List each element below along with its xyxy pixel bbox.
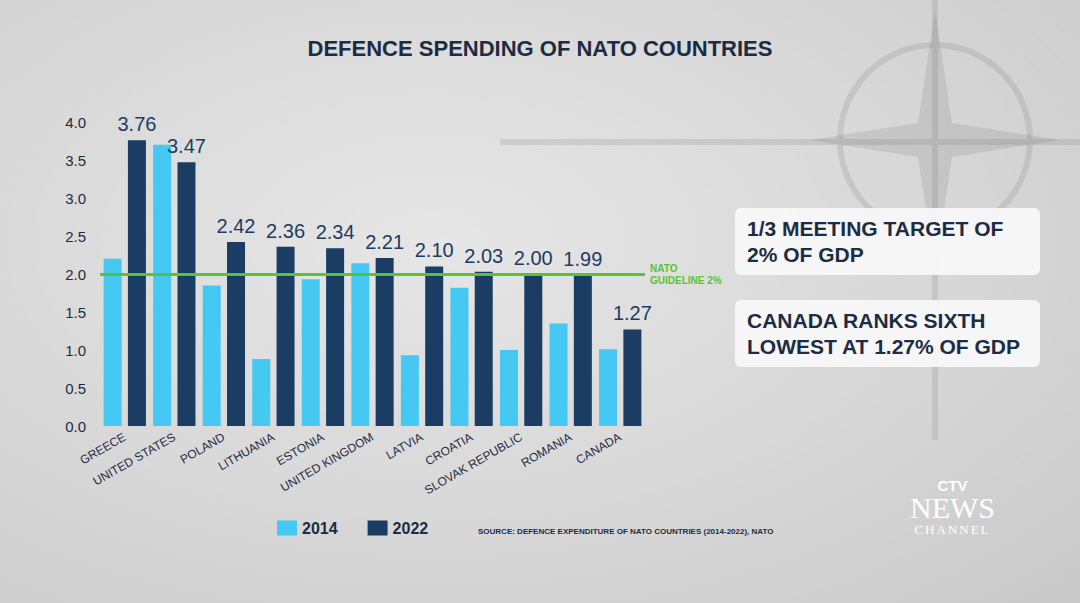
svg-text:ROMANIA: ROMANIA (519, 430, 574, 470)
html-text:CHANNEL: CHANNEL (914, 522, 991, 537)
svg-text:3.5: 3.5 (65, 152, 86, 169)
svg-text:LITHUANIA: LITHUANIA (216, 430, 277, 473)
svg-text:4.0: 4.0 (65, 114, 86, 131)
svg-text:2.5: 2.5 (65, 228, 86, 245)
svg-text:SOURCE: DEFENCE EXPENDITURE OF: SOURCE: DEFENCE EXPENDITURE OF NATO COUN… (478, 527, 773, 536)
svg-text:1.5: 1.5 (65, 304, 86, 321)
svg-text:1.0: 1.0 (65, 342, 86, 359)
svg-text:2.00: 2.00 (514, 247, 553, 269)
svg-text:2.21: 2.21 (365, 231, 404, 253)
svg-text:3.0: 3.0 (65, 190, 86, 207)
svg-text:2.0: 2.0 (65, 266, 86, 283)
svg-text:ESTONIA: ESTONIA (274, 429, 327, 469)
svg-text:LATVIA: LATVIA (384, 430, 426, 462)
svg-text:SLOVAK REPUBLIC: SLOVAK REPUBLIC (422, 430, 525, 497)
svg-text:2.34: 2.34 (316, 221, 355, 243)
html-text:1/3 MEETING TARGET OF 2% OF GD: 1/3 MEETING TARGET OF 2% OF GDP (747, 217, 1004, 266)
svg-text:UNITED KINGDOM: UNITED KINGDOM (278, 430, 376, 495)
html-text:CANADA RANKS SIXTH LOWEST AT 1: CANADA RANKS SIXTH LOWEST AT 1.27% OF GD… (747, 309, 1020, 358)
svg-text:0.5: 0.5 (65, 380, 86, 397)
svg-text:3.47: 3.47 (167, 135, 206, 157)
svg-text:1.27: 1.27 (613, 302, 652, 324)
html-text:CTV: CTV (937, 477, 968, 494)
svg-text:CROATIA: CROATIA (422, 429, 476, 469)
svg-text:2.36: 2.36 (266, 220, 305, 242)
svg-text:2022: 2022 (393, 520, 429, 537)
svg-text:2014: 2014 (302, 520, 338, 537)
svg-text:POLAND: POLAND (177, 429, 228, 467)
svg-text:2.42: 2.42 (217, 215, 256, 237)
svg-text:2.10: 2.10 (415, 239, 454, 261)
svg-text:1.99: 1.99 (563, 248, 602, 270)
html-text:NEWS: NEWS (910, 491, 995, 524)
svg-text:UNITED STATES: UNITED STATES (90, 430, 177, 489)
svg-text:DEFENCE SPENDING OF NATO COUNT: DEFENCE SPENDING OF NATO COUNTRIES (308, 36, 773, 61)
svg-text:CANADA: CANADA (573, 430, 623, 467)
svg-text:GUIDELINE 2%: GUIDELINE 2% (650, 275, 722, 286)
svg-text:3.76: 3.76 (117, 113, 156, 135)
svg-text:0.0: 0.0 (65, 418, 86, 435)
svg-text:NATO: NATO (650, 263, 678, 274)
svg-text:2.03: 2.03 (464, 245, 503, 267)
svg-text:GREECE: GREECE (77, 429, 129, 468)
